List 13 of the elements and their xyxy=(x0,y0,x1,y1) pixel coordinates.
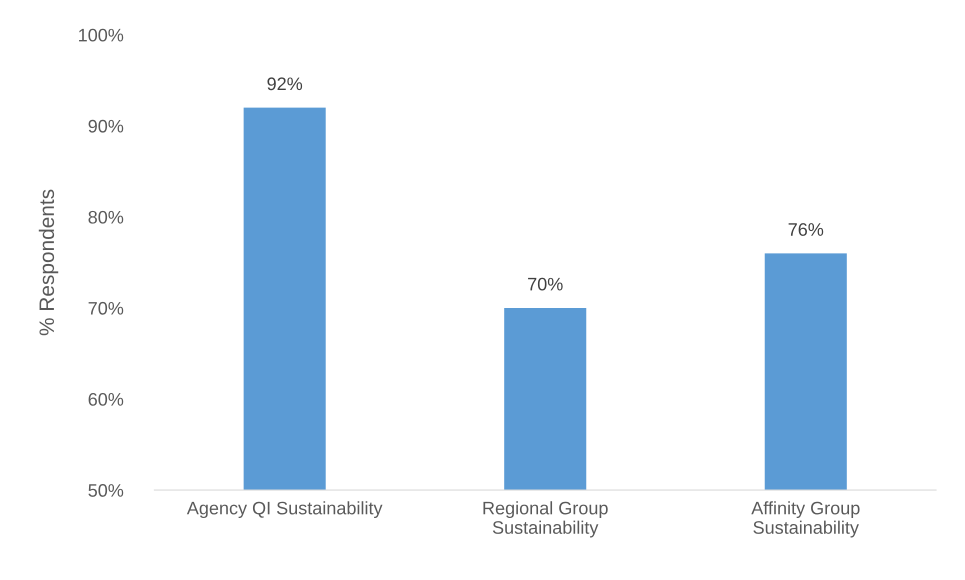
y-tick-label: 50% xyxy=(88,484,124,497)
y-tick-label: 100% xyxy=(79,28,124,42)
y-tick-label: 90% xyxy=(88,120,124,133)
data-label: 76% xyxy=(788,223,824,236)
y-tick-label: 80% xyxy=(88,210,124,224)
y-tick-label: 60% xyxy=(88,392,124,406)
data-label: 70% xyxy=(528,278,563,291)
x-tick-label: Regional Group Sustainability xyxy=(483,501,608,538)
data-label: 92% xyxy=(267,77,302,90)
y-axis-title: % Respondents xyxy=(38,190,58,336)
y-tick-label: 70% xyxy=(88,302,124,315)
x-tick-label: Affinity Group Sustainability xyxy=(751,501,860,538)
x-tick-label: Agency QI Sustainability xyxy=(186,501,382,518)
